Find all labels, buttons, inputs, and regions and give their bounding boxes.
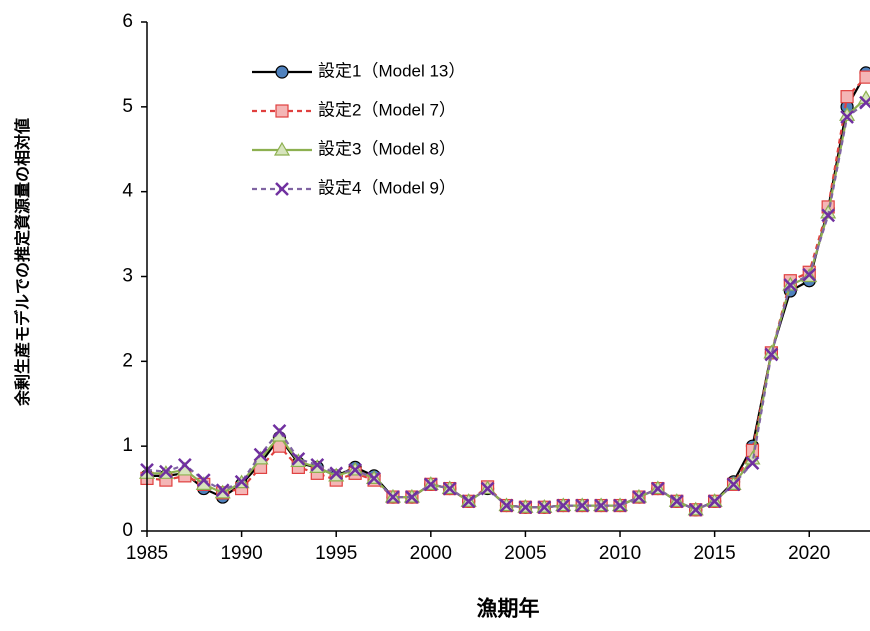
y-tick-label: 1 <box>122 435 133 456</box>
x-axis-label: 漁期年 <box>477 597 540 621</box>
x-tick-label: 2000 <box>410 543 452 564</box>
legend-label: 設定1（Model 13） <box>318 61 465 80</box>
marker <box>556 498 571 513</box>
y-axis-label: 余剰生産モデルでの推定資源量の相対値 <box>13 118 32 407</box>
legend-label: 設定2（Model 7） <box>318 100 456 119</box>
x-tick-label: 1995 <box>315 543 357 564</box>
plot <box>138 66 870 517</box>
marker <box>275 104 289 118</box>
marker <box>273 141 291 156</box>
marker <box>840 90 854 104</box>
x-tick-label: 2015 <box>693 543 735 564</box>
legend-label: 設定3（Model 8） <box>318 139 456 158</box>
marker <box>253 447 268 462</box>
marker <box>613 498 627 513</box>
marker <box>159 464 173 479</box>
marker <box>802 267 817 282</box>
marker <box>707 494 722 509</box>
marker <box>499 498 514 513</box>
marker <box>688 502 703 517</box>
marker <box>177 457 192 472</box>
marker <box>215 483 230 498</box>
marker <box>275 65 289 79</box>
x-tick-label: 2010 <box>599 543 641 564</box>
marker <box>196 473 211 487</box>
y-tick-label: 0 <box>122 520 133 541</box>
y-tick-label: 5 <box>122 96 133 117</box>
marker <box>386 490 400 504</box>
marker <box>480 481 495 496</box>
marker <box>745 456 760 471</box>
x-tick-label: 2020 <box>788 543 830 564</box>
marker <box>348 463 363 477</box>
marker <box>461 494 476 509</box>
marker <box>726 477 741 492</box>
marker <box>442 481 457 496</box>
y-tick-label: 2 <box>122 350 133 371</box>
y-tick-label: 4 <box>122 181 133 202</box>
marker <box>783 278 798 292</box>
legend-label: 設定4（Model 9） <box>318 178 456 197</box>
x-tick-label: 2005 <box>504 543 546 564</box>
marker <box>329 466 344 481</box>
x-tick-label: 1985 <box>126 543 168 564</box>
marker <box>594 498 608 513</box>
marker <box>821 208 836 223</box>
x-tick-label: 1990 <box>220 543 262 564</box>
y-tick-label: 6 <box>122 11 133 32</box>
marker <box>859 95 870 110</box>
marker <box>764 347 779 362</box>
marker <box>518 500 533 515</box>
marker <box>840 110 854 124</box>
marker <box>291 452 306 466</box>
marker <box>537 500 552 515</box>
marker <box>310 457 325 472</box>
marker <box>234 474 249 489</box>
marker <box>650 481 665 496</box>
y-tick-label: 3 <box>122 266 133 287</box>
marker <box>632 490 646 504</box>
marker <box>859 70 870 84</box>
marker <box>423 477 438 492</box>
marker <box>575 498 590 513</box>
marker <box>272 424 287 438</box>
marker <box>367 471 381 486</box>
marker <box>275 182 289 196</box>
marker <box>669 494 684 509</box>
marker <box>405 490 419 504</box>
